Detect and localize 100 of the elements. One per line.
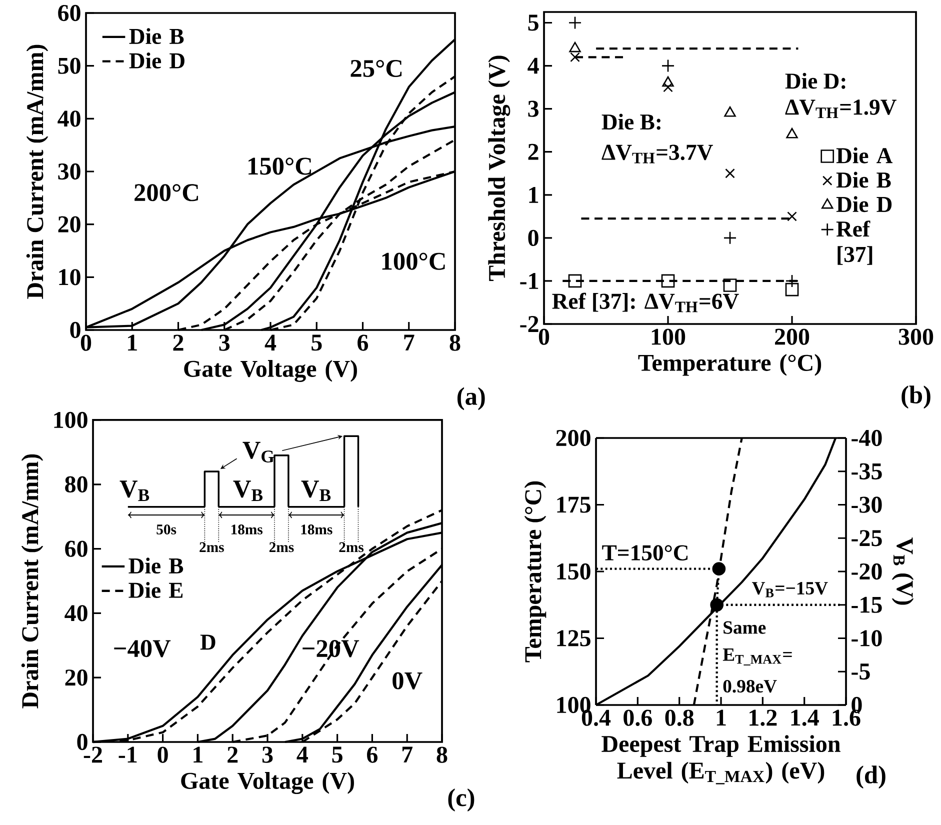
y2-tick-label: -40 — [852, 430, 882, 446]
annotation: −20V — [302, 640, 360, 658]
legend-label: Die D — [836, 196, 892, 212]
x-axis-title: Gate Voltage (V) — [184, 360, 357, 382]
annotation: 2ms — [269, 542, 294, 552]
x-tick-label: 6 — [358, 334, 368, 351]
x-tick-label: 1 — [128, 334, 137, 351]
annotation: V$_{B}$ — [120, 480, 150, 501]
y-axis-title: Drain Current (mA/mm) — [26, 44, 48, 299]
y-tick-label: 50 — [58, 58, 80, 74]
y-tick-label: 4 — [528, 58, 539, 74]
annotation: 18ms — [231, 524, 263, 534]
annotation: ΔV$_{TH}$=3.7V — [602, 144, 713, 164]
y-tick-label: 60 — [65, 540, 88, 557]
annotation: V$_{B}$ — [233, 480, 263, 501]
annotation: E$_{T_MAX}$= — [722, 648, 792, 666]
x-tick-label: 1.4 — [791, 710, 819, 726]
y2-tick-label: -5 — [852, 664, 870, 680]
annotation: 2ms — [339, 542, 364, 552]
x-tick-label: 0.6 — [624, 710, 652, 726]
x-tick-label: 8 — [436, 746, 448, 763]
x-tick-label: 200 — [775, 328, 810, 345]
legend-label: Die E — [128, 582, 183, 598]
text: (d) — [856, 766, 886, 789]
y-tick-label: 10 — [59, 269, 80, 286]
x-axis-title: Temperature (°C) — [638, 354, 822, 376]
x-tick-label: 0 — [538, 328, 550, 345]
x-tick-label: 5 — [312, 334, 322, 351]
y-axis-title: Temperature (°C) — [524, 481, 546, 662]
y2-tick-label: -20 — [852, 563, 882, 580]
annotation: −40V — [114, 640, 171, 658]
legend-label: Die D — [129, 52, 184, 68]
y-tick-label: 60 — [58, 4, 80, 22]
y2-tick-label: -15 — [852, 596, 882, 613]
annotation: 100°C — [382, 252, 445, 270]
x-tick-label: 5 — [332, 746, 342, 763]
annotation: V$_{G}$ — [242, 442, 274, 462]
y-tick-label: 5 — [528, 14, 538, 31]
text: (b) — [902, 386, 930, 409]
y-tick-label: 20 — [58, 216, 80, 232]
x-tick-label: 4 — [296, 746, 308, 763]
y-tick-label: -2 — [520, 316, 538, 332]
y-tick-label: 3 — [528, 100, 538, 117]
legend-label: Die B — [128, 558, 184, 574]
y2-tick-label: -35 — [852, 463, 882, 480]
y2-tick-label: -10 — [852, 630, 882, 646]
x-tick-label: 4 — [264, 334, 276, 351]
x-axis-title: Gate Voltage (V) — [181, 772, 354, 794]
x-tick-label: 3 — [262, 746, 273, 763]
annotation: Same — [724, 621, 766, 634]
y-tick-label: 175 — [557, 496, 590, 513]
x-tick-label: 2 — [173, 334, 184, 351]
x-tick-label: -1 — [118, 746, 137, 763]
y2-tick-label: -25 — [852, 530, 882, 546]
y-tick-label: 30 — [58, 163, 80, 180]
annotation: 0V — [392, 672, 422, 690]
x-tick-label: 1.2 — [750, 710, 777, 726]
annotation: T=150°C — [602, 545, 688, 560]
x-tick-label: 300 — [898, 328, 934, 345]
legend-label: Ref [37] — [836, 220, 872, 265]
y-tick-label: 0 — [528, 230, 538, 246]
y-tick-label: 2 — [528, 144, 538, 160]
x-tick-label: 7 — [402, 746, 413, 762]
y-tick-label: 100 — [54, 412, 88, 428]
x-tick-label: 1 — [716, 710, 726, 726]
y-tick-label: 20 — [65, 670, 88, 686]
x-tick-label: 8 — [450, 334, 460, 351]
annotation: D — [200, 634, 216, 650]
y-axis-title: Drain Current (mA/mm) — [21, 454, 44, 708]
annotation: Die B: — [602, 114, 660, 130]
x-tick-label: 100 — [652, 328, 686, 345]
x-tick-label: 0 — [158, 746, 168, 763]
y-tick-label: 1 — [529, 186, 538, 203]
annotation: Die D: — [785, 72, 846, 89]
y2-axis-title: V$_{B}$ (V) — [892, 538, 914, 605]
y-tick-label: 40 — [64, 605, 88, 622]
y-tick-label: 125 — [557, 630, 590, 646]
y2-tick-label: -30 — [852, 496, 882, 513]
annotation: 150°C — [248, 158, 311, 175]
annotation: 25°C — [350, 60, 402, 78]
x-axis-title: Deepest Trap Emission Level (E$_{T_MAX}$) (eV) — [602, 735, 840, 784]
annotation: Ref [37]: ΔV$_{TH}$=6V — [552, 292, 739, 312]
legend-label: Die B — [129, 28, 184, 44]
y-tick-label: 40 — [58, 110, 80, 127]
annotation: ΔV$_{TH}$=1.9V — [785, 100, 896, 118]
y-axis-title: Threshold Voltage (V) — [488, 56, 510, 281]
legend-label: Die B — [836, 172, 891, 188]
annotation: V$_{B}$=−15V — [752, 582, 828, 598]
annotation: 200°C — [134, 184, 198, 202]
x-tick-label: 1 — [194, 746, 202, 763]
y-tick-label: 80 — [65, 476, 88, 492]
text: (c) — [448, 788, 474, 812]
x-tick-label: 7 — [404, 334, 414, 350]
annotation: 18ms — [301, 524, 332, 534]
annotation: 2ms — [200, 542, 224, 552]
x-tick-label: 3 — [219, 334, 230, 351]
annotation: 0.98eV — [723, 680, 777, 693]
y-tick-label: 150 — [557, 563, 590, 580]
annotation: 50s — [156, 524, 176, 534]
x-tick-label: 6 — [367, 746, 378, 763]
